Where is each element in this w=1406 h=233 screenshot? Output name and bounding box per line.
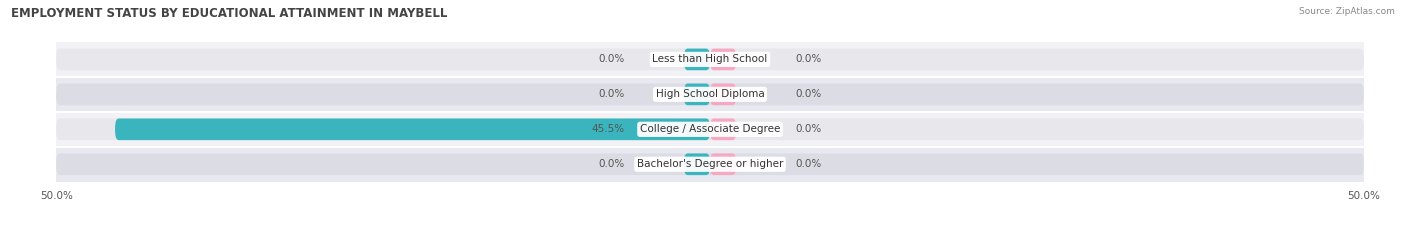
FancyBboxPatch shape [683, 83, 710, 105]
FancyBboxPatch shape [710, 153, 737, 175]
FancyBboxPatch shape [710, 83, 737, 105]
Text: 0.0%: 0.0% [599, 159, 626, 169]
Bar [56, 112, 1364, 147]
Text: College / Associate Degree: College / Associate Degree [640, 124, 780, 134]
Text: EMPLOYMENT STATUS BY EDUCATIONAL ATTAINMENT IN MAYBELL: EMPLOYMENT STATUS BY EDUCATIONAL ATTAINM… [11, 7, 447, 20]
Text: 0.0%: 0.0% [599, 89, 626, 99]
FancyBboxPatch shape [683, 153, 710, 175]
FancyBboxPatch shape [56, 118, 1364, 140]
Text: Bachelor's Degree or higher: Bachelor's Degree or higher [637, 159, 783, 169]
Text: 0.0%: 0.0% [599, 55, 626, 64]
FancyBboxPatch shape [115, 118, 710, 140]
FancyBboxPatch shape [710, 118, 737, 140]
Bar [56, 77, 1364, 112]
Bar [56, 42, 1364, 77]
Text: 0.0%: 0.0% [794, 124, 821, 134]
Text: 0.0%: 0.0% [794, 55, 821, 64]
Text: 45.5%: 45.5% [592, 124, 626, 134]
FancyBboxPatch shape [710, 49, 737, 70]
Text: Source: ZipAtlas.com: Source: ZipAtlas.com [1299, 7, 1395, 16]
Text: 0.0%: 0.0% [794, 89, 821, 99]
Text: 0.0%: 0.0% [794, 159, 821, 169]
FancyBboxPatch shape [683, 49, 710, 70]
FancyBboxPatch shape [56, 83, 1364, 105]
Text: High School Diploma: High School Diploma [655, 89, 765, 99]
Text: Less than High School: Less than High School [652, 55, 768, 64]
FancyBboxPatch shape [56, 153, 1364, 175]
Bar [56, 147, 1364, 182]
FancyBboxPatch shape [56, 49, 1364, 70]
